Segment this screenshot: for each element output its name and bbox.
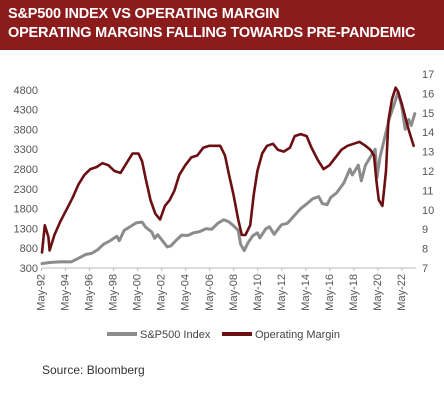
line-chart: 300 800 1300 1800 2300 2800 3300 3800 4300 4800 7…: [14, 69, 435, 341]
x-tick-label: May-96: [84, 274, 96, 311]
right-y-tick-label: 13: [422, 147, 434, 159]
right-y-axis: 7 8 9 10 11 12 13 14 15 16 17: [422, 69, 434, 275]
right-y-tick-label: 14: [422, 127, 434, 139]
left-y-tick-label: 800: [20, 243, 38, 255]
legend-label-sp500: S&P500 Index: [140, 329, 211, 341]
left-y-tick-label: 3800: [14, 124, 38, 136]
right-y-tick-label: 9: [422, 224, 428, 236]
right-y-tick-label: 8: [422, 244, 428, 256]
x-tick-label: May-92: [36, 274, 48, 311]
chart-subtitle: OPERATING MARGINS FALLING TOWARDS PRE-PA…: [8, 25, 416, 41]
right-y-tick-label: 17: [422, 69, 434, 81]
left-y-tick-label: 1800: [14, 204, 38, 216]
x-tick-label: May-00: [132, 274, 144, 311]
plot-area: [40, 86, 417, 266]
sp500-index-line: [40, 90, 417, 266]
source-note: Source: Bloomberg: [42, 363, 145, 377]
x-tick-label: May-18: [348, 274, 360, 311]
x-axis: May-92 May-94 May-96 May-98 May-00 May-02 May-…: [36, 267, 416, 311]
x-tick-label: May-20: [372, 274, 384, 311]
left-y-tick-label: 300: [20, 263, 38, 275]
right-y-tick-label: 16: [422, 88, 434, 100]
right-y-tick-label: 12: [422, 166, 434, 178]
chart-header: S&P500 INDEX VS OPERATING MARGIN OPERATI…: [0, 0, 444, 50]
legend-label-operating-margin: Operating Margin: [255, 329, 340, 341]
chart-title: S&P500 INDEX VS OPERATING MARGIN: [8, 6, 280, 22]
x-tick-label: May-08: [228, 274, 240, 311]
x-tick-label: May-06: [204, 274, 216, 311]
x-tick-label: May-16: [324, 274, 336, 311]
left-y-tick-label: 4800: [14, 85, 38, 97]
left-y-tick-label: 3300: [14, 144, 38, 156]
right-y-tick-label: 15: [422, 108, 434, 120]
x-tick-label: May-14: [300, 274, 312, 311]
x-tick-label: May-94: [60, 274, 72, 311]
x-tick-label: May-02: [156, 274, 168, 311]
chart-legend: S&P500 Index Operating Margin: [107, 329, 340, 341]
left-y-tick-label: 1300: [14, 223, 38, 235]
right-y-tick-label: 10: [422, 205, 434, 217]
left-y-tick-label: 2300: [14, 184, 38, 196]
x-tick-label: May-12: [276, 274, 288, 311]
x-tick-label: May-04: [180, 274, 192, 311]
left-y-axis: 300 800 1300 1800 2300 2800 3300 3800 4300 4800: [14, 85, 38, 275]
right-y-tick-label: 11: [422, 185, 433, 197]
left-y-tick-label: 4300: [14, 105, 38, 117]
x-tick-label: May-10: [252, 274, 264, 311]
x-tick-label: May-98: [108, 274, 120, 311]
left-y-tick-label: 2800: [14, 164, 38, 176]
operating-margin-line: [40, 86, 415, 254]
x-tick-label: May-22: [396, 274, 408, 311]
right-y-tick-label: 7: [422, 263, 428, 275]
